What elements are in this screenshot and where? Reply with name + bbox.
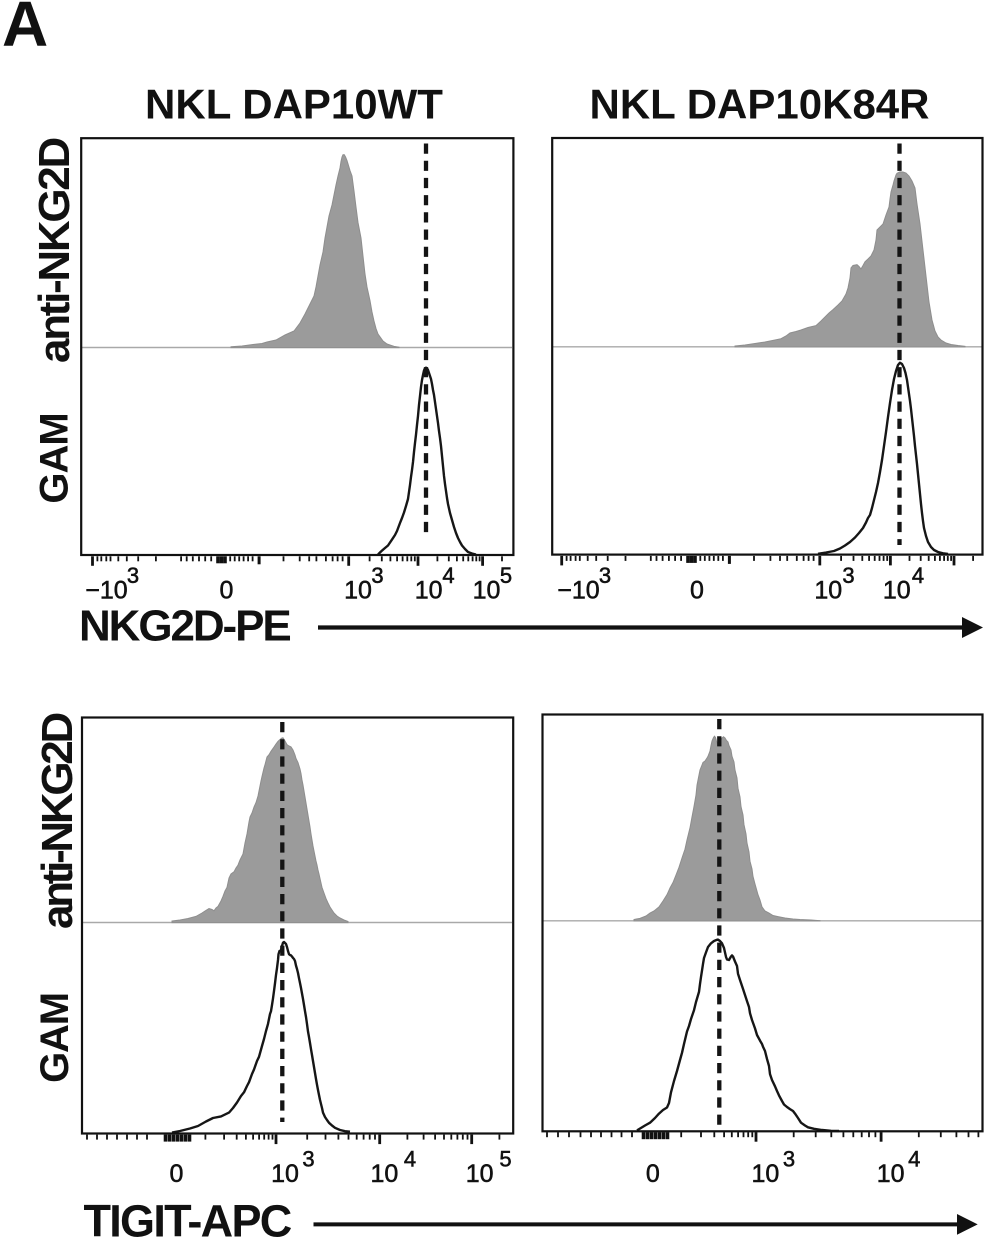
svg-text:4: 4 [908, 1147, 920, 1172]
svg-text:0: 0 [690, 577, 704, 605]
svg-text:4: 4 [442, 563, 454, 588]
svg-text:−10: −10 [85, 577, 127, 605]
svg-text:3: 3 [127, 563, 139, 588]
svg-text:10: 10 [344, 577, 372, 605]
svg-text:anti-NKG2D: anti-NKG2D [30, 139, 79, 363]
svg-text:4: 4 [404, 1147, 416, 1172]
svg-text:10: 10 [814, 577, 842, 605]
svg-text:GAM: GAM [32, 413, 76, 503]
svg-text:10: 10 [271, 1160, 299, 1188]
svg-text:10: 10 [877, 1160, 905, 1188]
svg-text:10: 10 [883, 577, 911, 605]
svg-text:4: 4 [912, 563, 924, 588]
svg-text:10: 10 [415, 577, 443, 605]
svg-text:A: A [2, 0, 48, 60]
svg-text:−10: −10 [557, 577, 599, 605]
svg-text:3: 3 [302, 1147, 314, 1172]
svg-text:3: 3 [783, 1147, 795, 1172]
svg-text:3: 3 [842, 563, 854, 588]
svg-text:TIGIT-APC: TIGIT-APC [84, 1196, 292, 1240]
svg-text:10: 10 [473, 577, 501, 605]
svg-text:0: 0 [220, 577, 234, 605]
svg-text:10: 10 [466, 1160, 494, 1188]
svg-text:0: 0 [170, 1160, 184, 1188]
svg-text:3: 3 [599, 563, 611, 588]
svg-text:NKG2D-PE: NKG2D-PE [79, 602, 290, 651]
svg-text:10: 10 [370, 1160, 398, 1188]
svg-text:GAM: GAM [33, 993, 77, 1083]
svg-text:3: 3 [371, 563, 383, 588]
svg-text:10: 10 [751, 1160, 779, 1188]
svg-text:5: 5 [500, 563, 512, 588]
svg-text:anti-NKG2D: anti-NKG2D [33, 714, 82, 929]
svg-text:NKL DAP10K84R: NKL DAP10K84R [590, 81, 930, 128]
svg-text:NKL DAP10WT: NKL DAP10WT [145, 81, 443, 128]
svg-text:5: 5 [499, 1147, 511, 1172]
svg-text:0: 0 [646, 1160, 660, 1188]
